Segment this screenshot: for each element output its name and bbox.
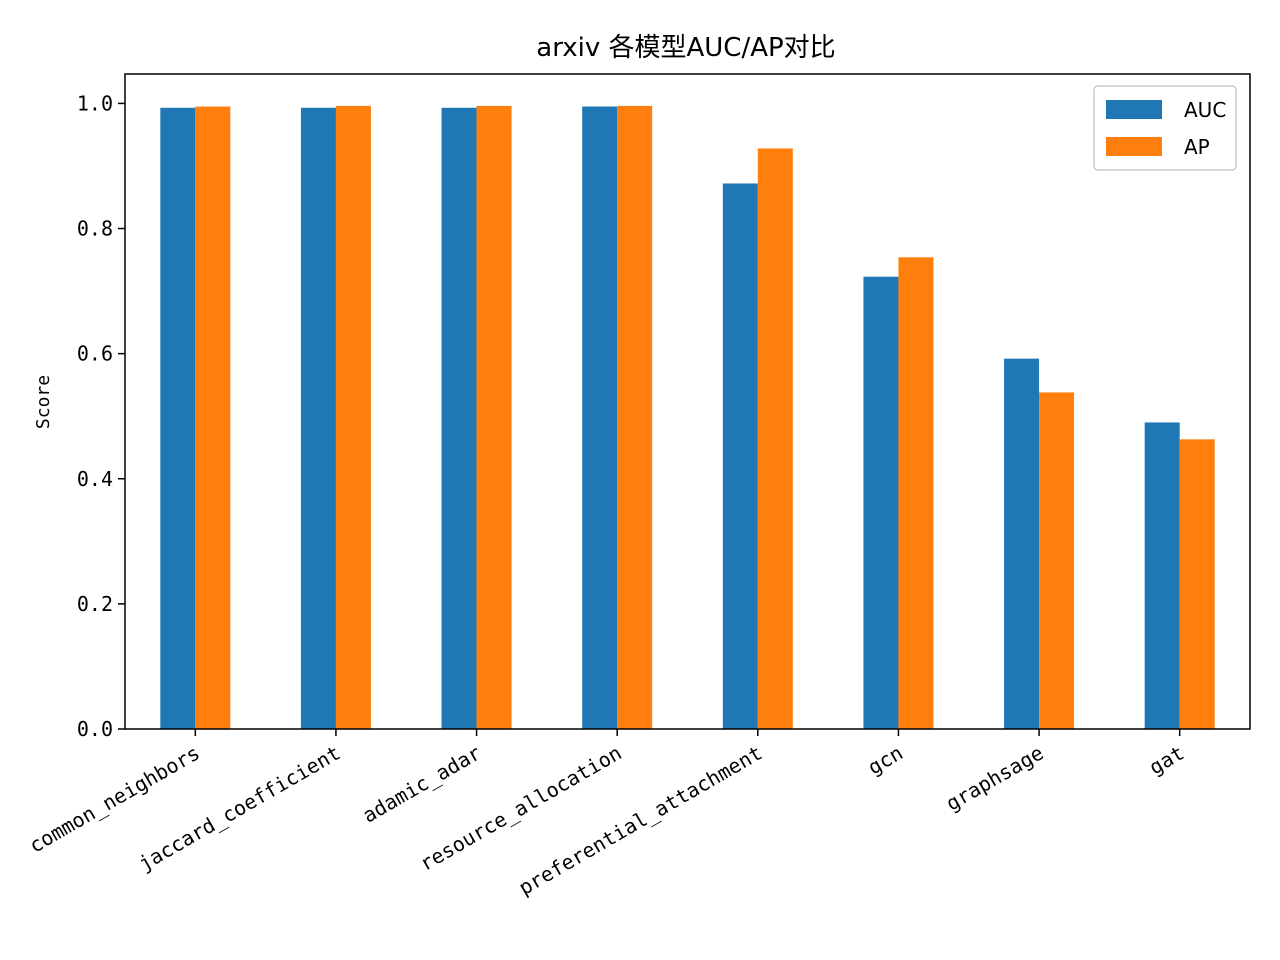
bar-auc-resource_allocation [582, 106, 618, 729]
x-tick-label: adamic_adar [358, 741, 485, 828]
y-tick-label: 0.4 [77, 467, 113, 491]
bar-ap-common_neighbors [195, 106, 231, 729]
bar-auc-common_neighbors [160, 107, 196, 730]
x-tick-label: gcn [864, 741, 907, 780]
legend-label-ap: AP [1184, 135, 1210, 159]
bar-ap-gcn [898, 257, 934, 729]
bar-auc-jaccard_coefficient [300, 107, 336, 730]
legend: AUC AP [1093, 85, 1237, 171]
x-tick-label: gat [1145, 741, 1188, 780]
chart-title: arxiv 各模型AUC/AP对比 [536, 33, 835, 63]
bar-auc-graphsage [1004, 358, 1040, 729]
legend-swatch-ap [1106, 137, 1162, 156]
bars-group [160, 105, 1215, 730]
bar-ap-adamic_adar [476, 105, 512, 729]
x-tick-label: preferential_attachment [514, 741, 766, 900]
y-axis: 0.0 0.2 0.4 0.6 0.8 1.0 [77, 91, 125, 741]
y-axis-label: Score [33, 375, 54, 429]
y-tick-label: 0.8 [77, 217, 113, 241]
bar-auc-adamic_adar [441, 107, 477, 730]
bar-ap-preferential_attachment [757, 148, 793, 729]
bar-ap-gat [1179, 439, 1215, 729]
legend-swatch-auc [1106, 100, 1162, 119]
bar-ap-graphsage [1039, 392, 1075, 729]
bar-ap-resource_allocation [617, 105, 653, 729]
legend-label-auc: AUC [1184, 98, 1226, 122]
bar-auc-gat [1144, 422, 1180, 729]
x-tick-label: graphsage [942, 741, 1048, 816]
y-tick-label: 0.6 [77, 342, 113, 366]
plot-frame [124, 73, 1251, 730]
bar-auc-gcn [863, 276, 899, 729]
y-tick-label: 0.2 [77, 592, 113, 616]
bar-auc-preferential_attachment [722, 183, 758, 729]
bar-ap-jaccard_coefficient [335, 105, 371, 729]
y-tick-label: 1.0 [77, 91, 113, 115]
y-tick-label: 0.0 [77, 717, 113, 741]
